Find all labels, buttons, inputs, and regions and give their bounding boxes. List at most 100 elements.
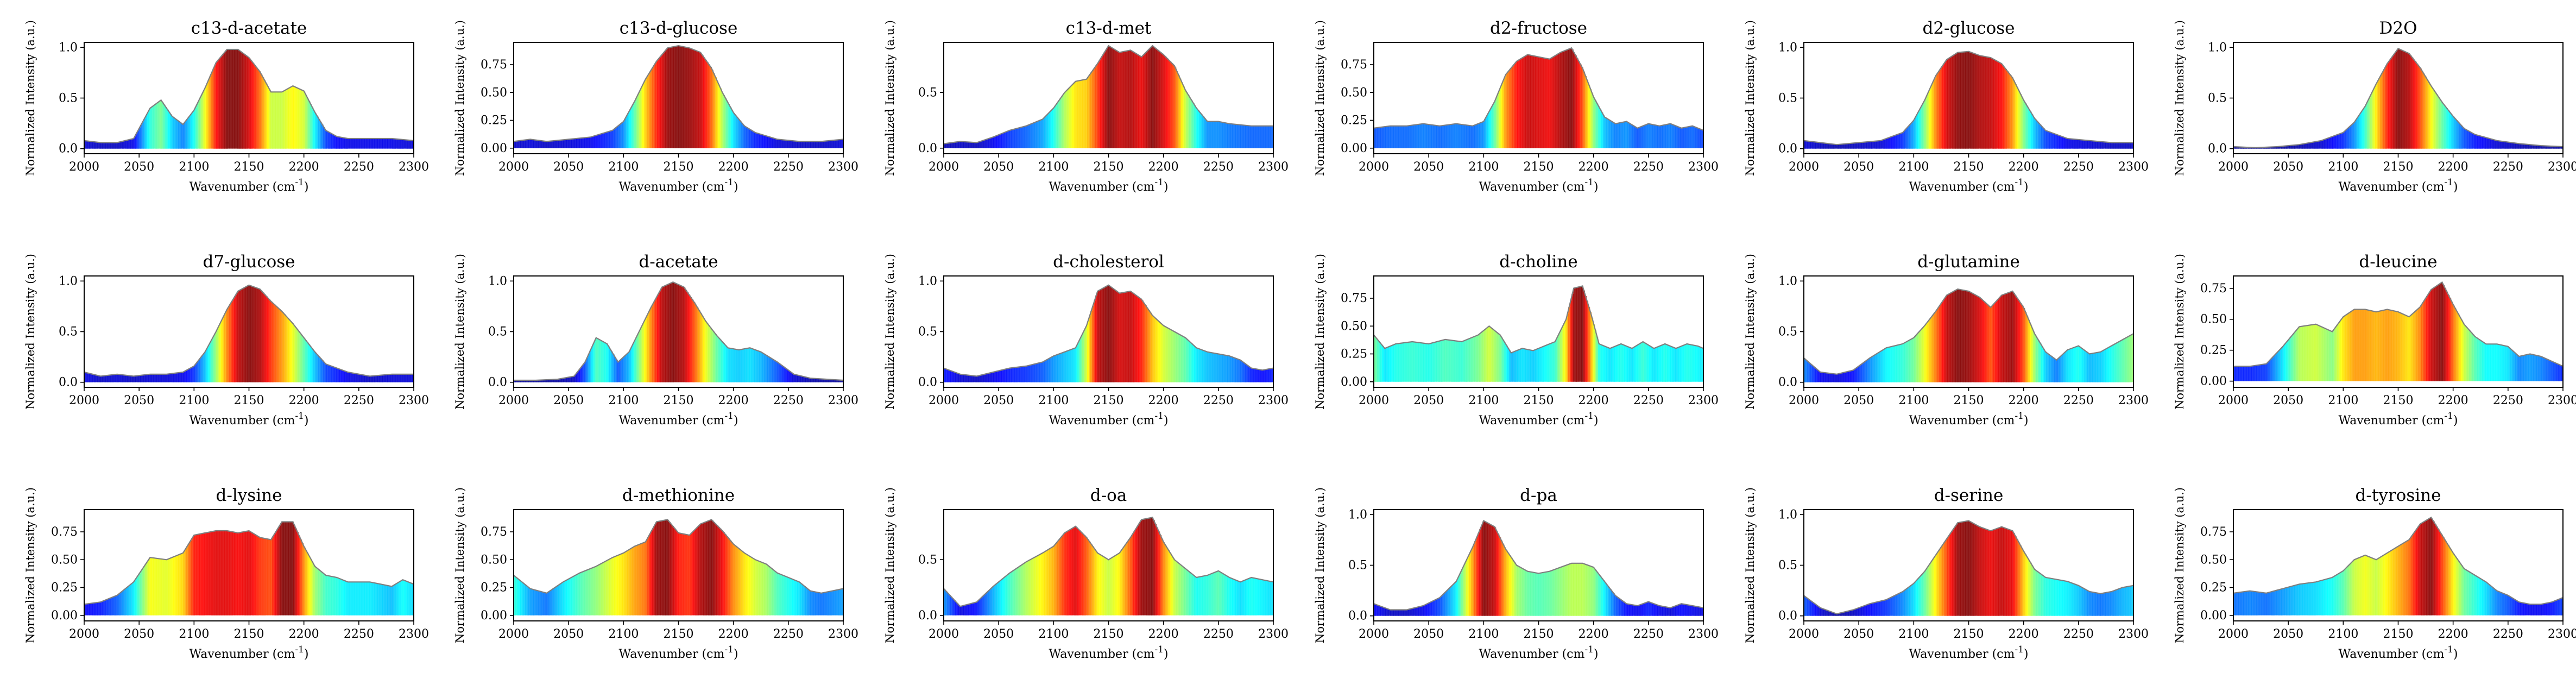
x-tick-label: 2150 [234,394,264,407]
fill-strip [1085,537,1088,615]
fill-strip [2110,592,2113,616]
fill-strip [839,380,842,382]
fill-strip [1138,297,1140,382]
fill-strip [313,564,315,615]
fill-strip [2377,558,2379,615]
fill-strip [2355,558,2358,615]
fill-strip [1815,605,1817,616]
fill-strip [174,118,177,149]
fill-strip [1952,529,1954,616]
fill-strip [797,141,799,148]
fill-strip [721,530,723,615]
fill-strip [1481,525,1483,616]
fill-strip [1616,346,1618,382]
fill-strip [1087,539,1089,615]
y-tick-label: 0.25 [481,114,507,128]
fill-strip [1510,67,1513,148]
fill-strip [1194,576,1196,615]
fill-strip [1123,546,1126,615]
fill-strip [1955,525,1958,616]
fill-strip [1677,347,1679,382]
fill-strip [1138,55,1140,148]
fill-strip [387,139,389,149]
fill-strip [630,347,633,382]
fill-strip [2371,91,2374,149]
fill-strip [1970,522,1973,616]
x-tick-label: 2000 [1359,160,1389,174]
fill-strip [973,375,976,382]
fill-strip [1062,535,1065,615]
fill-strip [1591,318,1594,382]
fill-strip [400,580,403,615]
fill-strip [967,375,969,382]
fill-strip [1807,141,1809,149]
fill-strip [672,526,674,615]
fill-strip [1229,356,1231,382]
fill-strip [125,140,128,149]
fill-strip [1975,525,1978,616]
y-tick-label: 0.00 [2200,609,2227,623]
fill-strip [1571,49,1574,148]
fill-strip [2245,591,2247,615]
fill-strip [1832,144,1834,149]
fill-strip [1191,343,1193,382]
fill-strip [201,533,204,615]
fill-strip [1141,56,1144,148]
fill-strip [2243,366,2245,381]
fill-strip [1881,350,1884,382]
fill-strip [2245,147,2247,149]
fill-strip [2511,350,2514,381]
fill-strip [616,360,618,382]
fill-strip [2467,329,2470,381]
fill-strip [1205,120,1208,148]
fill-strip [2243,147,2245,149]
fill-strip [196,104,198,149]
fill-strip [361,139,363,149]
fill-strip [1930,561,1933,616]
fill-strip [1652,124,1655,148]
fill-strip [2069,582,2072,616]
fill-strip [1252,577,1254,615]
fill-strip [190,368,192,382]
fill-strip [381,375,383,382]
fill-strip [1423,123,1425,148]
fill-strip [1003,369,1005,382]
fill-strip [563,581,565,615]
y-tick-label: 0.00 [1341,142,1367,155]
fill-strip [592,343,595,382]
fill-strip [1560,330,1562,382]
fill-strip [621,554,623,615]
fill-strip [947,143,949,148]
fill-strip [1810,141,1813,149]
fill-strip [1942,65,1944,149]
fill-strip [1812,366,1814,382]
x-tick-label: 2150 [1524,160,1554,174]
fill-strip [2013,533,2015,616]
fill-strip [2414,530,2417,615]
fill-strip [2051,356,2053,382]
fill-strip [1204,575,1207,615]
fill-strip [1601,578,1603,616]
fill-strip [1156,319,1159,382]
fill-strip [2439,99,2441,149]
y-tick-label: 1.0 [2208,41,2227,54]
fill-strip [316,354,319,382]
fill-strip [394,585,396,615]
fill-strip [2429,84,2432,149]
fill-strip [2366,556,2369,615]
fill-strip [2513,599,2516,615]
fill-strip [280,310,282,382]
spectrum-fill [84,285,414,382]
fill-strip [1227,576,1229,615]
x-tick-label: 2200 [718,627,749,641]
fill-strip [1468,338,1470,382]
fill-strip [2408,316,2410,381]
x-tick-label: 2200 [1579,394,1609,407]
fill-strip [2358,115,2361,149]
fill-strip [1135,295,1137,382]
fill-strip [100,601,103,615]
fill-strip [784,367,786,382]
x-axis-label: Wavenumber (cm-1) [190,411,309,428]
fill-strip [1461,124,1463,148]
fill-strip [2551,146,2554,149]
